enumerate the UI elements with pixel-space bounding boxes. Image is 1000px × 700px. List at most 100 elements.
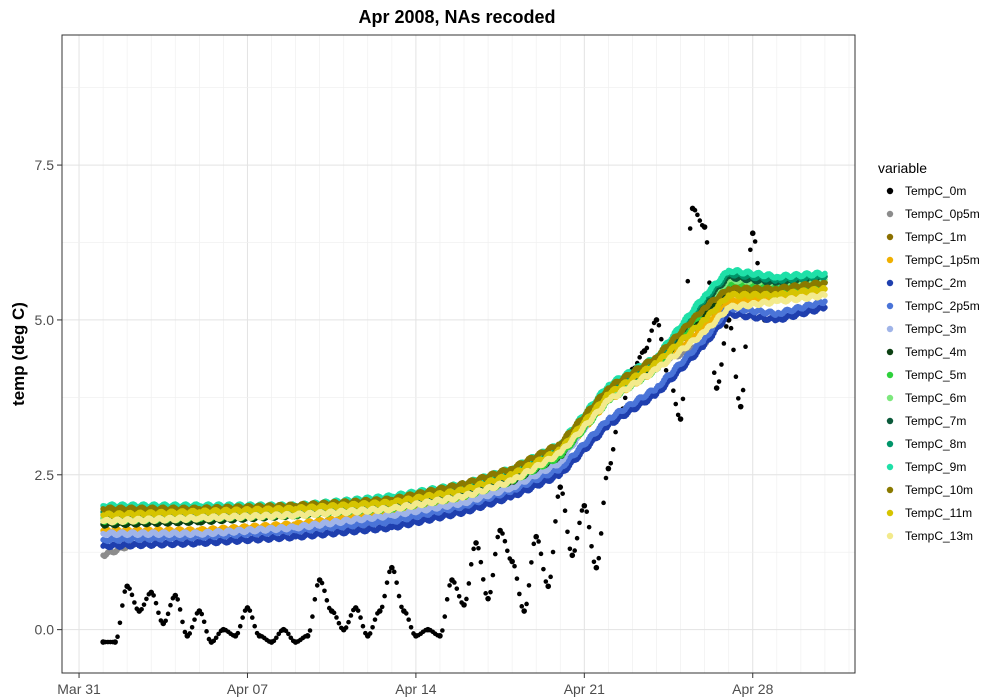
- data-point: [468, 562, 474, 567]
- data-point: [721, 341, 727, 346]
- data-point: [112, 639, 118, 645]
- data-point: [454, 586, 460, 591]
- data-point: [324, 598, 330, 603]
- data-point: [216, 631, 221, 637]
- data-point: [610, 447, 616, 452]
- data-point: [562, 508, 568, 514]
- data-point: [199, 611, 205, 617]
- data-point: [622, 395, 628, 401]
- data-point: [271, 638, 277, 644]
- data-point: [502, 538, 508, 544]
- data-point: [408, 624, 414, 630]
- marks-layer: [100, 205, 828, 645]
- data-point: [500, 531, 505, 536]
- data-point: [613, 429, 618, 435]
- data-point: [514, 576, 520, 581]
- data-point: [557, 484, 564, 490]
- data-point: [512, 563, 517, 569]
- data-point: [478, 559, 484, 565]
- data-point: [748, 247, 753, 253]
- data-point: [165, 611, 171, 617]
- data-point: [319, 580, 325, 586]
- data-point: [653, 317, 660, 323]
- data-point: [336, 620, 342, 626]
- data-point: [673, 401, 679, 407]
- data-point: [659, 336, 664, 342]
- data-point: [252, 623, 257, 629]
- data-point: [370, 624, 375, 630]
- data-point: [536, 539, 541, 544]
- data-point: [524, 601, 529, 607]
- data-point: [384, 580, 390, 585]
- data-point: [581, 502, 588, 509]
- data-point: [555, 494, 561, 499]
- data-point: [387, 569, 392, 575]
- data-point: [579, 508, 585, 513]
- data-point: [276, 631, 282, 637]
- data-point: [728, 325, 734, 331]
- data-point: [180, 619, 185, 625]
- data-point: [553, 519, 558, 524]
- data-point: [740, 387, 746, 393]
- data-point: [752, 239, 758, 244]
- data-point: [240, 615, 245, 620]
- data-point: [437, 633, 443, 639]
- data-point: [589, 543, 594, 549]
- data-point: [466, 581, 472, 586]
- data-point: [687, 226, 693, 231]
- data-point: [601, 500, 606, 506]
- data-point: [649, 328, 654, 333]
- data-point: [122, 589, 128, 594]
- data-point: [680, 396, 686, 402]
- data-point: [464, 596, 469, 602]
- data-point: [548, 574, 553, 580]
- data-point: [719, 362, 724, 367]
- data-point: [591, 559, 597, 565]
- data-point: [567, 546, 573, 552]
- data-point: [543, 579, 549, 584]
- data-point: [569, 552, 576, 559]
- data-point: [304, 633, 311, 639]
- data-point: [704, 240, 710, 245]
- data-point: [822, 298, 828, 305]
- y-axis-label: temp (deg C): [9, 302, 28, 406]
- data-point: [314, 583, 320, 588]
- data-point: [144, 596, 149, 602]
- data-point: [737, 403, 744, 410]
- data-point: [177, 607, 183, 612]
- data-point: [495, 534, 500, 540]
- data-point: [382, 593, 387, 599]
- data-point: [367, 631, 373, 636]
- data-point: [743, 344, 748, 350]
- data-point: [360, 623, 366, 629]
- data-point: [671, 388, 676, 393]
- data-point: [461, 602, 467, 608]
- data-point: [139, 606, 144, 612]
- data-point: [117, 620, 123, 626]
- data-point: [127, 586, 132, 591]
- data-point: [519, 604, 525, 609]
- data-point: [187, 631, 193, 636]
- data-point: [115, 634, 120, 640]
- data-point: [538, 551, 544, 557]
- data-point: [663, 368, 669, 373]
- data-point: [389, 564, 395, 571]
- data-point: [444, 597, 450, 602]
- data-point: [560, 491, 565, 496]
- data-point: [545, 583, 552, 590]
- data-point: [675, 412, 681, 418]
- data-point: [204, 629, 209, 634]
- data-point: [733, 374, 739, 379]
- data-point: [322, 588, 327, 594]
- data-point: [175, 597, 180, 602]
- data-point: [355, 608, 361, 613]
- data-point: [697, 218, 703, 223]
- data-point: [406, 617, 411, 622]
- data-point: [348, 613, 354, 618]
- data-point: [307, 628, 313, 633]
- data-point: [372, 617, 378, 622]
- data-point: [151, 593, 156, 598]
- data-point: [695, 212, 700, 218]
- data-point: [490, 572, 496, 578]
